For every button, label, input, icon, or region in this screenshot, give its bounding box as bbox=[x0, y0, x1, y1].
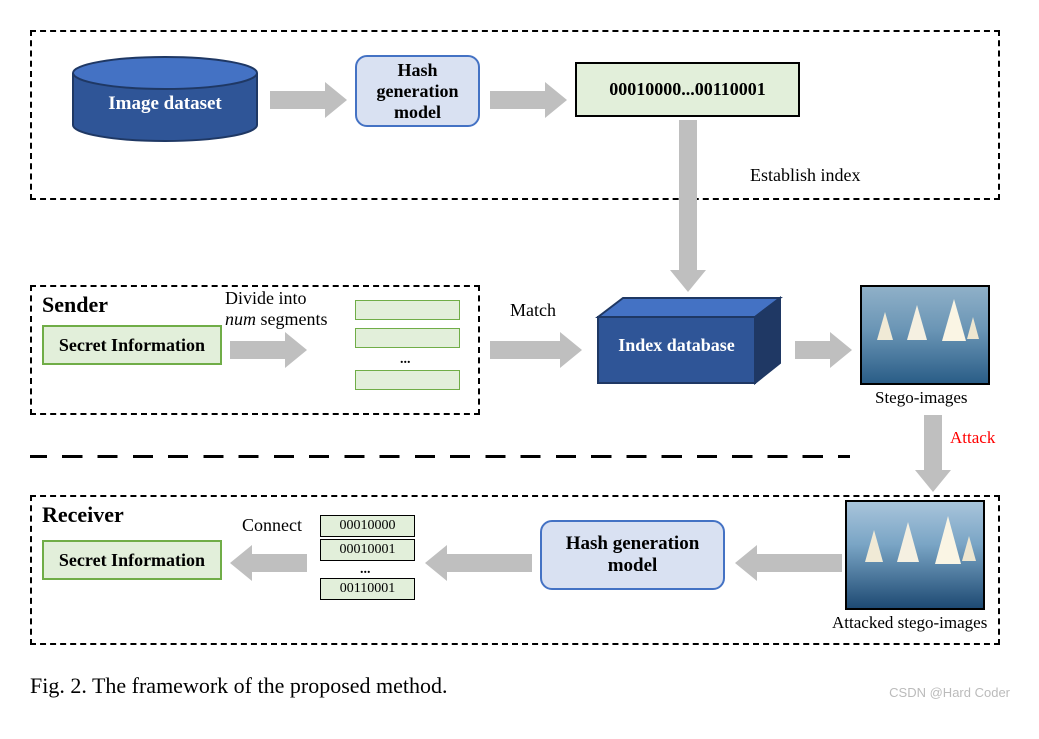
receiver-title: Receiver bbox=[42, 502, 124, 528]
index-database-node: Index database bbox=[595, 295, 785, 385]
arrow-secret-to-segments bbox=[230, 332, 307, 368]
arrow-hashmodel-to-hashes bbox=[425, 545, 532, 581]
attack-label: Attack bbox=[950, 428, 995, 448]
sender-secret-info: Secret Information bbox=[42, 325, 222, 365]
hash-dots: ... bbox=[360, 562, 371, 578]
hash-model-top: Hash generation model bbox=[355, 55, 480, 127]
segment-3 bbox=[355, 370, 460, 390]
sender-secret-label: Secret Information bbox=[59, 335, 205, 356]
hash-output-node: 00010000...00110001 bbox=[575, 62, 800, 117]
watermark: CSDN @Hard Coder bbox=[889, 685, 1010, 700]
hash-val-1: 00010001 bbox=[320, 539, 415, 561]
arrow-establish-index bbox=[670, 120, 706, 292]
divide-label: Divide into num segments bbox=[225, 288, 328, 329]
segment-dots: ... bbox=[400, 352, 411, 368]
arrow-dataset-to-hash bbox=[270, 82, 347, 118]
arrow-connect bbox=[230, 545, 307, 581]
hash-output-label: 00010000...00110001 bbox=[609, 79, 766, 100]
match-label: Match bbox=[510, 300, 556, 321]
arrow-hash-to-output bbox=[490, 82, 567, 118]
hash-val-2: 00110001 bbox=[320, 578, 415, 600]
arrow-segments-to-db bbox=[490, 332, 582, 368]
connect-label: Connect bbox=[242, 515, 302, 536]
framework-diagram: Image dataset Hash generation model 0001… bbox=[20, 20, 1020, 700]
figure-caption: Fig. 2. The framework of the proposed me… bbox=[30, 673, 448, 699]
segment-2 bbox=[355, 328, 460, 348]
index-db-label: Index database bbox=[598, 335, 755, 356]
attacked-stego-images bbox=[845, 500, 985, 610]
attacked-images-label: Attacked stego-images bbox=[832, 613, 987, 633]
segment-1 bbox=[355, 300, 460, 320]
hash-model-receiver-label: Hash generation model bbox=[542, 533, 723, 577]
image-dataset-label: Image dataset bbox=[70, 93, 260, 115]
divider-line bbox=[30, 455, 850, 458]
hash-model-top-label: Hash generation model bbox=[357, 60, 478, 123]
image-dataset-node: Image dataset bbox=[70, 55, 260, 135]
hash-model-receiver: Hash generation model bbox=[540, 520, 725, 590]
arrow-attacked-to-hashmodel bbox=[735, 545, 842, 581]
hash-val-0: 00010000 bbox=[320, 515, 415, 537]
establish-index-label: Establish index bbox=[750, 165, 861, 186]
stego-images-label: Stego-images bbox=[875, 388, 968, 408]
arrow-attack bbox=[915, 415, 951, 492]
receiver-secret-label: Secret Information bbox=[59, 550, 205, 571]
arrow-db-to-stego bbox=[795, 332, 852, 368]
sender-title: Sender bbox=[42, 292, 108, 318]
receiver-secret-info: Secret Information bbox=[42, 540, 222, 580]
stego-images bbox=[860, 285, 990, 385]
